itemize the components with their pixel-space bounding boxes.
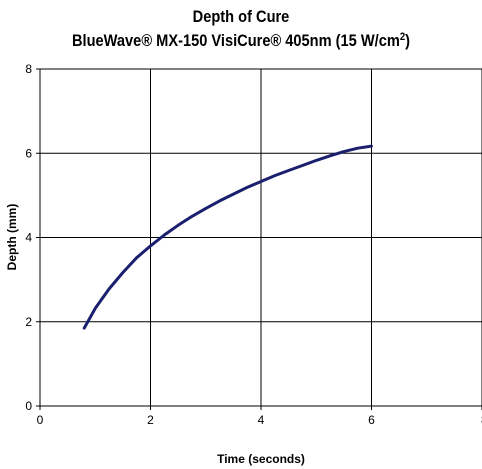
- series-layer: [82, 144, 373, 330]
- x-axis-title: Time (seconds): [217, 452, 305, 466]
- chart-subtitle-tail: ): [405, 31, 411, 50]
- x-tick-label: 2: [147, 413, 154, 427]
- y-axis-title: Depth (mm): [5, 204, 19, 271]
- chart-subtitle-text: BlueWave® MX-150 VisiCure® 405nm (15 W/c…: [71, 31, 400, 50]
- depth-curve: [82, 144, 373, 330]
- y-tick-label: 6: [25, 146, 32, 160]
- x-tick-label: 0: [37, 413, 44, 427]
- grid-lines: [36, 68, 482, 410]
- chart-title: Depth of Cure: [192, 7, 290, 26]
- chart-subtitle: BlueWave® MX-150 VisiCure® 405nm (15 W/c…: [34, 31, 449, 51]
- y-tick-label: 2: [25, 315, 32, 329]
- x-tick-label: 4: [258, 413, 265, 427]
- chart-subtitle-superscript: 2: [399, 31, 406, 43]
- y-tick-label: 0: [25, 399, 32, 413]
- y-tick-label: 4: [25, 231, 32, 245]
- y-tick-label: 8: [25, 62, 32, 76]
- tick-labels: 0246802468: [25, 62, 482, 427]
- x-tick-label: 6: [368, 413, 375, 427]
